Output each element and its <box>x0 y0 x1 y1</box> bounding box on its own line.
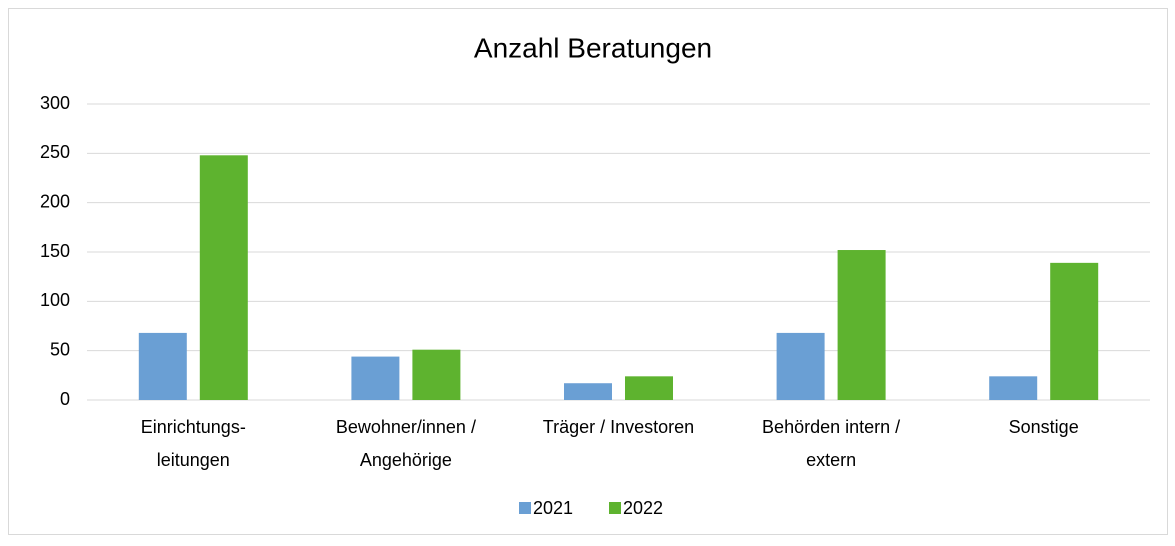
bar <box>564 383 612 400</box>
x-tick-label: Sonstige <box>1009 417 1079 437</box>
bar <box>989 376 1038 400</box>
x-tick-label: Bewohner/innen / Angehörige <box>336 417 476 470</box>
bar <box>1050 262 1099 400</box>
x-tick-label: Einrichtungs-leitungen <box>141 417 246 470</box>
x-tick-label: Träger / Investoren <box>543 417 694 437</box>
y-tick-label: 300 <box>40 93 70 113</box>
y-tick-label: 250 <box>40 142 70 162</box>
y-tick-label: 200 <box>40 191 70 211</box>
bar <box>138 332 187 400</box>
y-tick-label: 0 <box>60 389 70 409</box>
legend-swatch <box>519 502 531 514</box>
y-tick-label: 50 <box>50 339 70 359</box>
legend-label: 2022 <box>623 498 663 518</box>
chart-title: Anzahl Beratungen <box>474 32 712 63</box>
bar <box>776 332 825 400</box>
y-tick-label: 150 <box>40 241 70 261</box>
bar <box>199 155 248 400</box>
bar <box>625 376 673 400</box>
bar <box>837 250 886 400</box>
bar <box>412 349 461 400</box>
y-tick-label: 100 <box>40 290 70 310</box>
bar <box>351 356 400 400</box>
x-tick-label: Behörden intern / extern <box>762 417 900 470</box>
legend-swatch <box>609 502 621 514</box>
legend-label: 2021 <box>533 498 573 518</box>
